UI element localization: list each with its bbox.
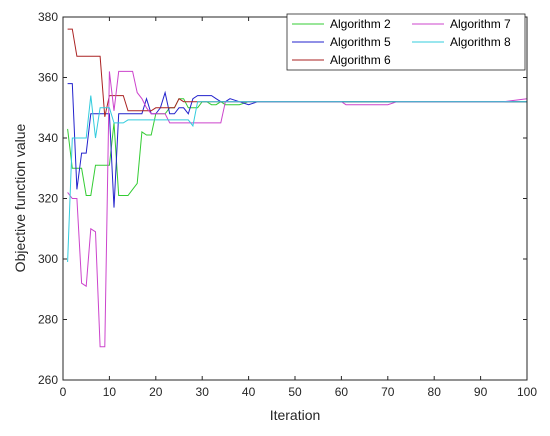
legend-entry: Algorithm 6 <box>330 53 391 67</box>
legend-entry: Algorithm 7 <box>450 17 511 31</box>
y-tick-label: 260 <box>38 373 58 387</box>
y-tick-label: 280 <box>38 313 58 327</box>
series-line-algorithm-7 <box>67 70 528 348</box>
x-tick-label: 60 <box>335 385 349 399</box>
y-tick-label: 300 <box>38 252 58 266</box>
x-ticks: 0 10 20 30 40 50 60 70 80 90 100 <box>60 17 537 399</box>
x-tick-label: 30 <box>196 385 210 399</box>
x-tick-label: 50 <box>288 385 302 399</box>
y-tick-label: 340 <box>38 131 58 145</box>
legend: Algorithm 2 Algorithm 5 Algorithm 6 Algorit… <box>286 13 526 71</box>
y-ticks: 260 280 300 320 340 360 380 <box>38 10 527 387</box>
y-tick-label: 360 <box>38 71 58 85</box>
x-tick-label: 90 <box>474 385 488 399</box>
x-tick-label: 100 <box>517 385 537 399</box>
y-axis-label: Objective function value <box>12 123 28 272</box>
x-tick-label: 10 <box>103 385 117 399</box>
series-layer <box>67 28 528 348</box>
x-tick-label: 20 <box>149 385 163 399</box>
legend-entry: Algorithm 8 <box>450 35 511 49</box>
x-tick-label: 0 <box>60 385 67 399</box>
y-tick-label: 320 <box>38 192 58 206</box>
x-axis-label: Iteration <box>270 407 321 423</box>
plot-area <box>63 17 527 380</box>
legend-entry: Algorithm 5 <box>330 35 391 49</box>
legend-box <box>286 13 526 71</box>
series-line-algorithm-8 <box>67 95 527 263</box>
legend-entry: Algorithm 2 <box>330 17 391 31</box>
x-tick-label: 70 <box>381 385 395 399</box>
x-tick-label: 40 <box>242 385 256 399</box>
x-tick-label: 80 <box>428 385 442 399</box>
y-tick-label: 380 <box>38 10 58 24</box>
